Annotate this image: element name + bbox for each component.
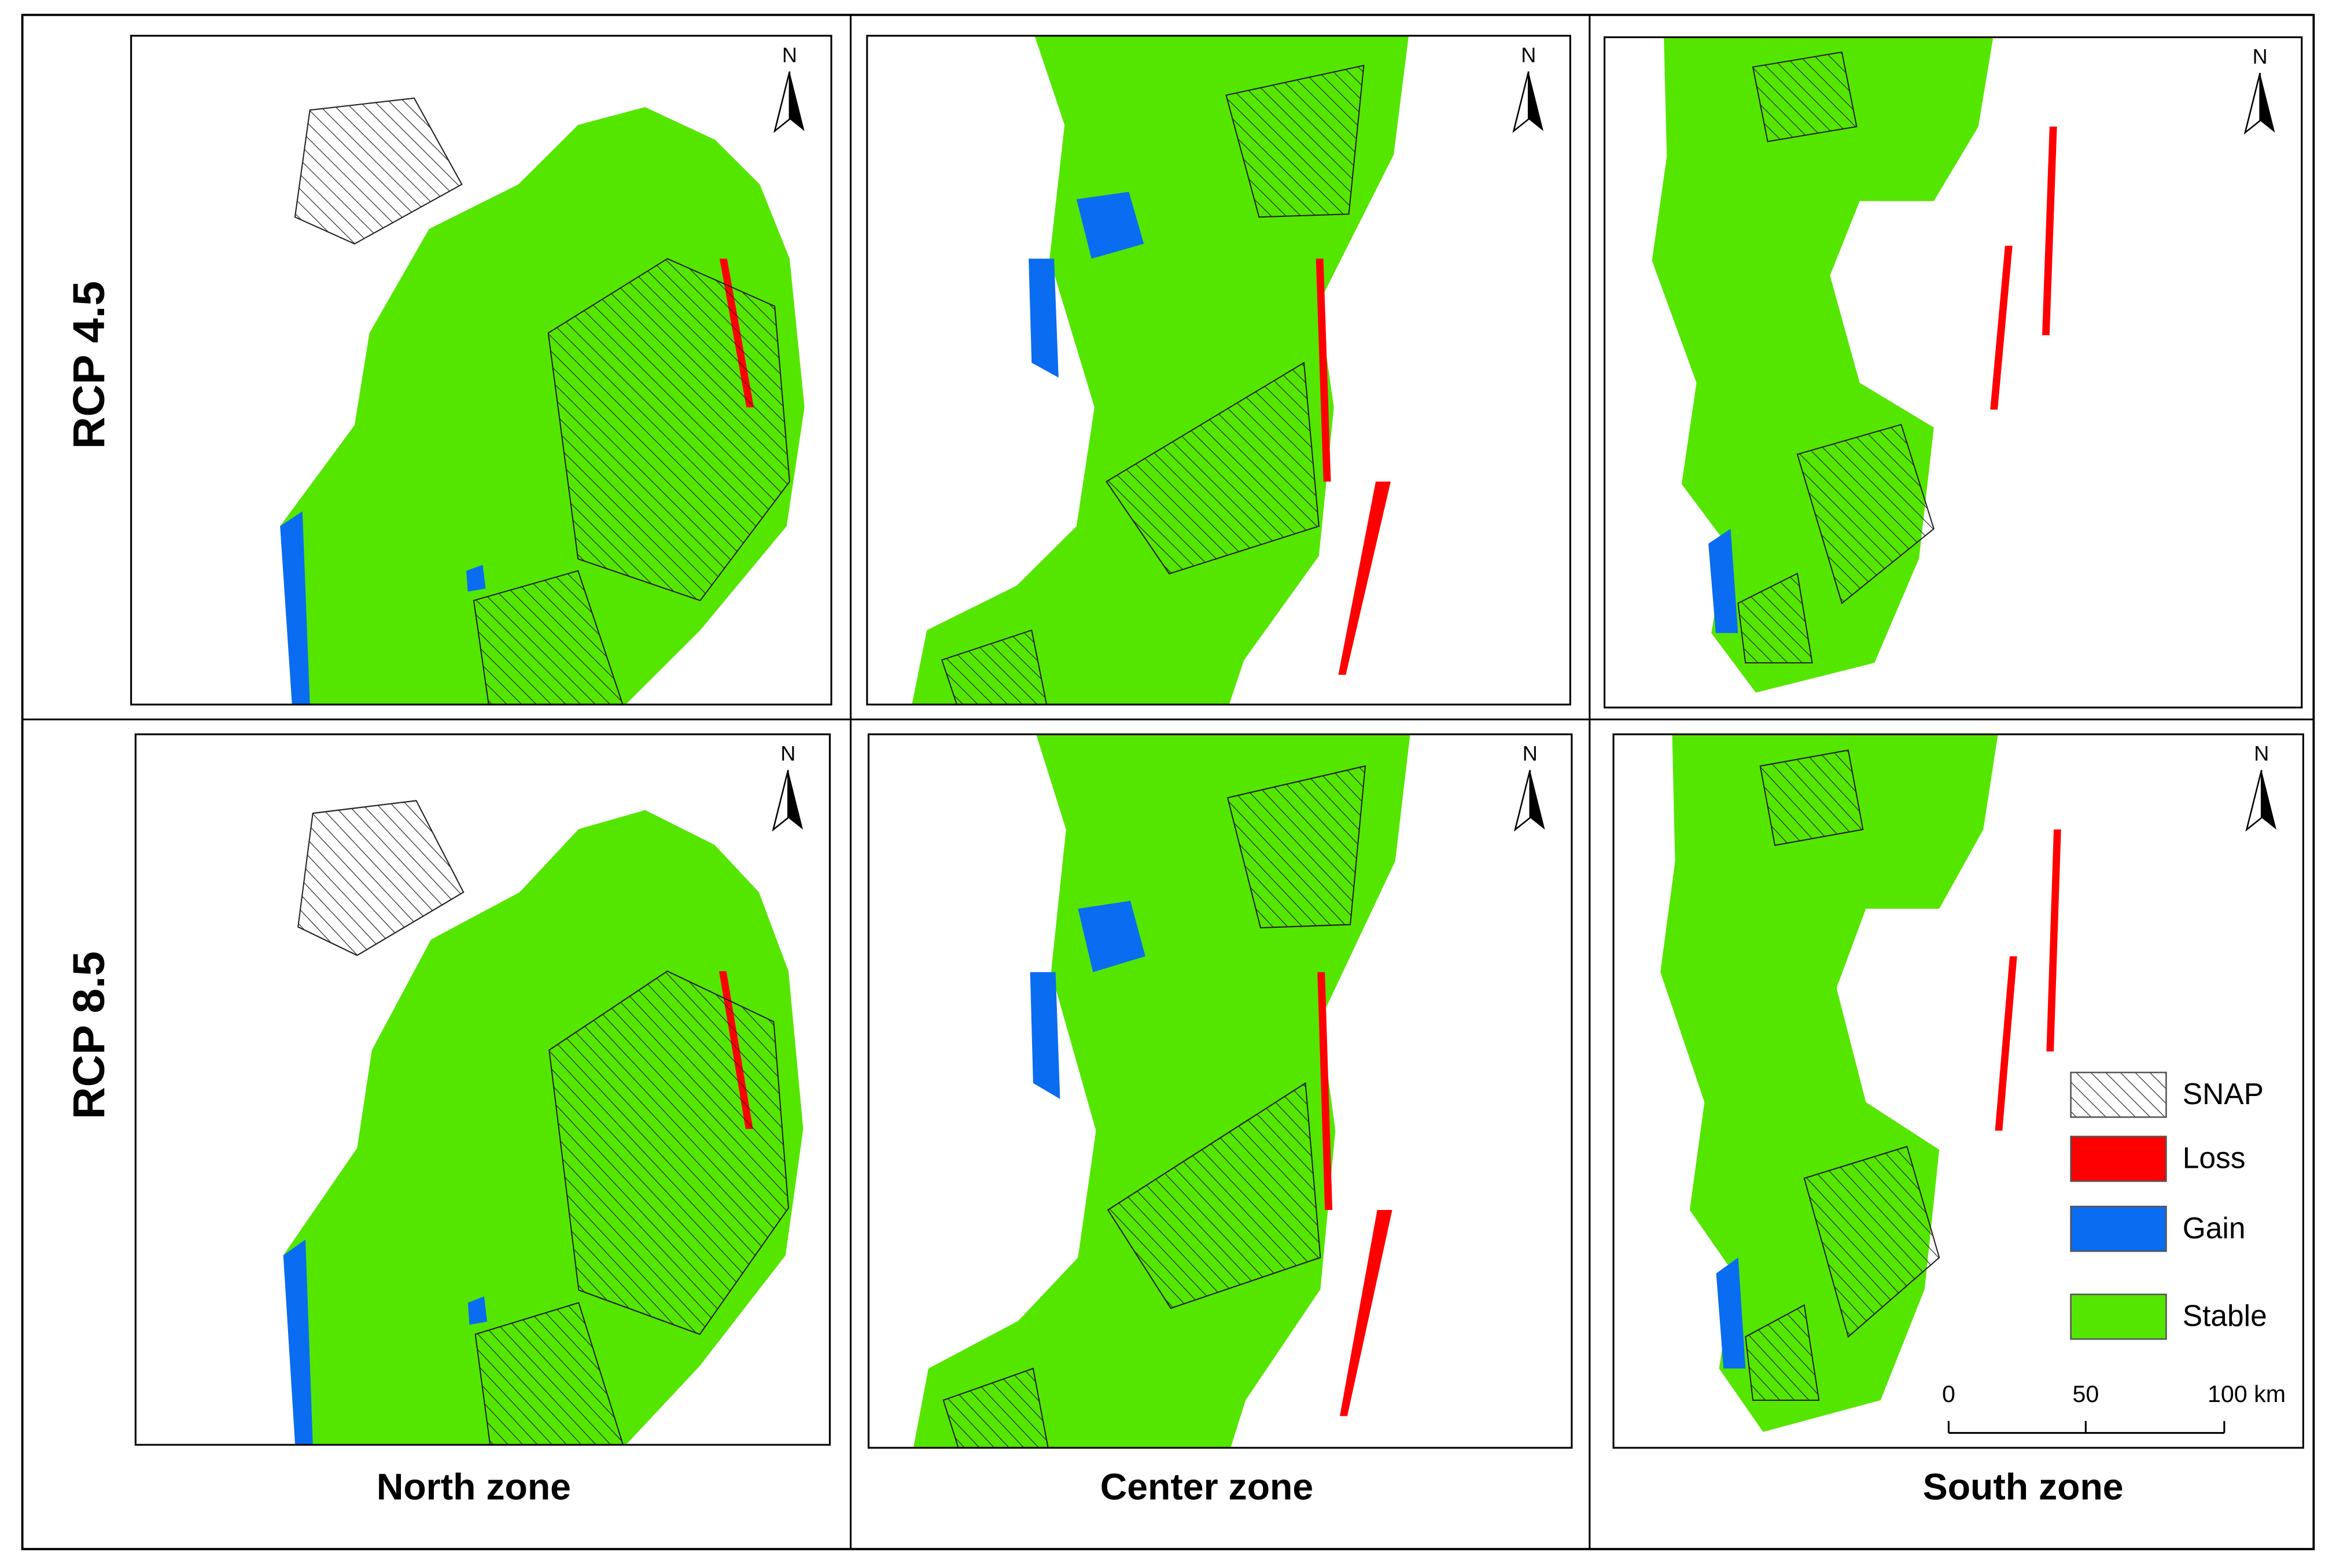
gain-area <box>280 511 310 705</box>
gain-area <box>1078 901 1145 972</box>
north-label: N <box>1523 741 1538 765</box>
north-arrow <box>2261 770 2276 830</box>
scale-label: 50 <box>2072 1381 2099 1407</box>
column-label: North zone <box>377 1466 571 1507</box>
loss-area <box>2046 829 2061 1052</box>
north-label: N <box>2254 741 2269 765</box>
panel-frame <box>134 733 831 1446</box>
gain-area <box>1029 259 1059 378</box>
map <box>1660 734 2061 1432</box>
legend-label: Stable <box>2183 1299 2267 1333</box>
snap-area <box>1759 749 1864 846</box>
panel-frame <box>1612 733 2304 1449</box>
snap-area <box>294 97 463 245</box>
snap-area <box>1803 1145 1940 1338</box>
map-layers <box>1660 734 2061 1432</box>
snap-area <box>1106 361 1320 575</box>
row-label: RCP 4.5 <box>64 281 114 449</box>
legend-swatch <box>2070 1205 2167 1252</box>
gain-area <box>1716 1257 1746 1369</box>
legend-label: Loss <box>2183 1141 2246 1175</box>
legend-swatch <box>2070 1135 2167 1182</box>
stable-area <box>1652 37 1994 693</box>
snap-area <box>1226 765 1366 929</box>
map <box>283 800 804 1445</box>
north-label: N <box>782 43 797 67</box>
panel-frame <box>866 35 1571 706</box>
row-label: RCP 8.5 <box>64 951 114 1120</box>
snap-area <box>1225 64 1365 218</box>
map-layers <box>280 97 805 705</box>
loss-area <box>1990 245 2013 410</box>
loss-area <box>1340 1209 1392 1416</box>
map-layers <box>913 734 1410 1448</box>
snap-area <box>1752 51 1858 142</box>
snap-area <box>297 800 465 957</box>
gain-area <box>466 565 486 592</box>
legend-swatch <box>2070 1071 2167 1118</box>
gain-area <box>1076 191 1144 259</box>
scale-label: 0 <box>1942 1381 1955 1407</box>
gain-area <box>1030 972 1060 1100</box>
gain-area <box>467 1296 488 1325</box>
north-arrow <box>773 71 791 134</box>
north-arrow <box>1530 770 1545 830</box>
north-label: N <box>2253 45 2268 68</box>
gain-area <box>283 1239 313 1445</box>
legend-label: SNAP <box>2183 1077 2264 1110</box>
loss-area <box>1316 259 1331 482</box>
north-label: N <box>1521 43 1536 67</box>
loss-area <box>1338 481 1391 675</box>
map <box>912 35 1409 705</box>
snap-area <box>1107 1082 1321 1309</box>
loss-area <box>1317 972 1333 1210</box>
column-label: South zone <box>1923 1466 2124 1507</box>
map-layers <box>1652 37 2057 693</box>
north-arrow <box>1528 71 1543 131</box>
map <box>1652 37 2057 693</box>
map-layers <box>283 800 804 1445</box>
loss-area <box>2042 126 2057 335</box>
loss-area <box>1995 956 2017 1131</box>
stable-area <box>1660 734 1998 1432</box>
scale-label: 100 km <box>2208 1381 2286 1407</box>
map-layers <box>912 35 1409 705</box>
legend-label: Gain <box>2183 1211 2246 1245</box>
snap-area <box>1796 423 1935 604</box>
snap-area <box>1745 1304 1820 1401</box>
column-label: Center zone <box>1100 1466 1313 1507</box>
north-label: N <box>780 741 795 765</box>
north-arrow <box>772 770 789 832</box>
map <box>280 97 805 705</box>
north-arrow <box>789 71 805 131</box>
gain-area <box>1708 529 1738 633</box>
north-arrow <box>1513 770 1531 832</box>
snap-area <box>1737 572 1813 664</box>
panel-frame <box>867 733 1573 1449</box>
map <box>913 734 1410 1448</box>
panel-frame <box>130 35 832 706</box>
north-arrow <box>2245 770 2263 832</box>
north-arrow <box>1512 71 1530 134</box>
outer-frame <box>21 13 2315 1551</box>
snap-area <box>547 258 790 602</box>
north-arrow <box>2260 73 2275 133</box>
north-arrow <box>788 770 804 830</box>
panel-frame <box>1604 36 2303 709</box>
north-arrow <box>2243 72 2261 135</box>
snap-area <box>548 970 789 1335</box>
legend-swatch <box>2070 1293 2167 1340</box>
